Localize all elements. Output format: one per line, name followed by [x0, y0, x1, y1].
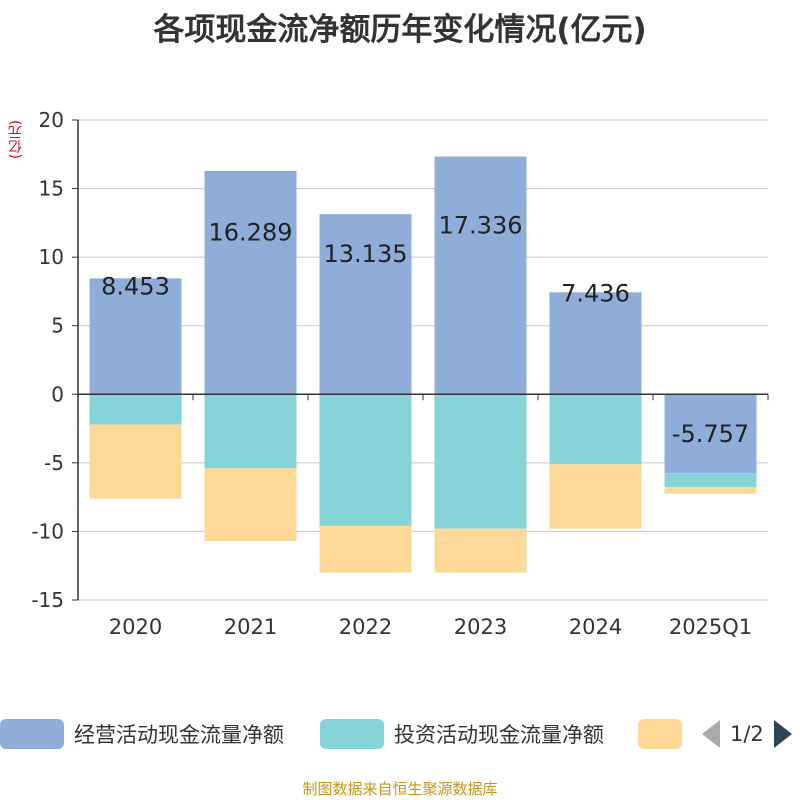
y-tick-label: 5: [51, 314, 64, 338]
bar-investing-2024: [549, 394, 642, 465]
bar-operating-2023: [434, 156, 527, 395]
x-tick-label: 2020: [109, 615, 162, 639]
bar-investing-2021: [204, 394, 297, 469]
bar-financing-2025Q1: [664, 486, 757, 494]
bar-investing-2022: [319, 394, 412, 526]
y-tick-label: -15: [31, 588, 64, 612]
data-label: 7.436: [561, 279, 630, 307]
bar-investing-2025Q1: [664, 473, 757, 487]
y-tick-label: 15: [39, 177, 64, 201]
bar-operating-2024: [549, 292, 642, 395]
legend-prev-icon[interactable]: [702, 720, 720, 748]
bar-financing-2021: [204, 468, 297, 542]
chart-title: 各项现金流净额历年变化情况(亿元): [153, 12, 647, 48]
legend-next-icon[interactable]: [773, 720, 792, 748]
bar-operating-2022: [319, 214, 412, 395]
y-tick-label: 0: [51, 382, 64, 406]
y-tick-label: -10: [31, 519, 64, 543]
legend-item-investing[interactable]: 投资活动现金流量净额: [320, 716, 604, 752]
y-tick-label: -5: [44, 451, 64, 475]
y-tick-label: 20: [39, 108, 64, 132]
bar-chart: 20 15 10 5 0 -5 -10 -15 8.453 16.289 13.135 17.336 7…: [31, 108, 769, 639]
y-tick-label: 10: [39, 245, 64, 269]
legend-item-financing[interactable]: [638, 716, 682, 752]
x-tick-label: 2021: [224, 615, 277, 639]
legend-page-indicator: 1/2: [730, 722, 764, 746]
data-label: 8.453: [101, 272, 170, 300]
bar-operating-2020: [89, 278, 182, 395]
legend-pager: 1/2: [702, 716, 792, 752]
legend-label-investing: 投资活动现金流量净额: [394, 723, 604, 747]
legend-item-operating[interactable]: 经营活动现金流量净额: [0, 716, 284, 752]
bar-operating-2021: [204, 170, 297, 395]
legend-swatch-financing: [638, 719, 682, 749]
bar-investing-2023: [434, 394, 527, 529]
x-tick-label: 2024: [569, 615, 622, 639]
legend-swatch-investing: [320, 719, 384, 749]
data-source-footer: 制图数据来自恒生聚源数据库: [302, 780, 498, 798]
bar-operating-2025Q1: [664, 394, 757, 474]
x-tick-label: 2023: [454, 615, 507, 639]
bar-financing-2024: [549, 464, 642, 529]
legend-swatch-operating: [0, 719, 64, 749]
bar-financing-2023: [434, 528, 527, 573]
legend: 经营活动现金流量净额 投资活动现金流量净额 1/2: [0, 716, 800, 756]
legend-label-operating: 经营活动现金流量净额: [74, 723, 284, 747]
x-tick-label: 2025Q1: [669, 615, 752, 639]
data-label: 13.135: [324, 240, 408, 268]
bar-financing-2022: [319, 525, 412, 573]
data-label: 16.289: [209, 219, 293, 247]
bar-investing-2020: [89, 394, 182, 425]
data-label: 17.336: [439, 211, 523, 239]
bar-financing-2020: [89, 424, 182, 499]
x-tick-label: 2022: [339, 615, 392, 639]
data-label: -5.757: [672, 420, 749, 448]
